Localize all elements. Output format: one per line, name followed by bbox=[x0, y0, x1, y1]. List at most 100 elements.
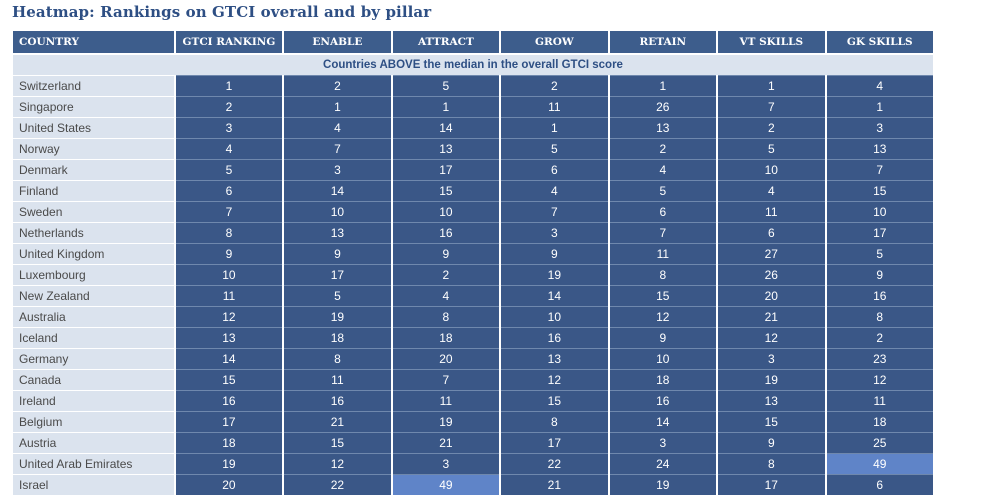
rank-cell: 18 bbox=[392, 327, 500, 348]
heatmap-table: COUNTRY GTCI RANKING ENABLE ATTRACT GROW… bbox=[11, 31, 935, 495]
rank-cell: 1 bbox=[175, 75, 283, 96]
rank-cell: 5 bbox=[392, 75, 500, 96]
rank-cell: 8 bbox=[826, 306, 933, 327]
rank-cell: 12 bbox=[284, 453, 391, 474]
country-cell: Israel bbox=[13, 474, 174, 495]
rank-cell: 8 bbox=[175, 222, 283, 243]
rank-cell: 14 bbox=[392, 117, 500, 138]
rank-cell: 49 bbox=[826, 453, 933, 474]
rank-cell: 11 bbox=[501, 96, 608, 117]
rank-cell: 6 bbox=[175, 180, 283, 201]
rank-cell: 13 bbox=[501, 348, 608, 369]
table-row: Norway 4 7 13 5 2 5 13 bbox=[13, 138, 933, 159]
rank-cell: 20 bbox=[175, 474, 283, 495]
country-cell: Singapore bbox=[13, 96, 174, 117]
rank-cell: 9 bbox=[392, 243, 500, 264]
rank-cell: 7 bbox=[501, 201, 608, 222]
rank-cell: 3 bbox=[609, 432, 717, 453]
rank-cell: 11 bbox=[826, 390, 933, 411]
rank-cell: 20 bbox=[392, 348, 500, 369]
chart-title: Heatmap: Rankings on GTCI overall and by… bbox=[12, 3, 432, 21]
rank-cell: 9 bbox=[826, 264, 933, 285]
rank-cell: 10 bbox=[826, 201, 933, 222]
rank-cell: 13 bbox=[609, 117, 717, 138]
rank-cell: 17 bbox=[284, 264, 391, 285]
rank-cell: 13 bbox=[175, 327, 283, 348]
rank-cell: 3 bbox=[175, 117, 283, 138]
country-cell: Finland bbox=[13, 180, 174, 201]
rank-cell: 4 bbox=[718, 180, 825, 201]
rank-cell: 18 bbox=[826, 411, 933, 432]
rank-cell: 17 bbox=[392, 159, 500, 180]
rank-cell: 11 bbox=[284, 369, 391, 390]
rank-cell: 17 bbox=[718, 474, 825, 495]
table-row: Belgium 17 21 19 8 14 15 18 bbox=[13, 411, 933, 432]
table-row: Australia 12 19 8 10 12 21 8 bbox=[13, 306, 933, 327]
rank-cell: 11 bbox=[392, 390, 500, 411]
table-row: Singapore 2 1 1 11 26 7 1 bbox=[13, 96, 933, 117]
rank-cell: 25 bbox=[826, 432, 933, 453]
heatmap-body: Countries ABOVE the median in the overal… bbox=[13, 55, 933, 495]
rank-cell: 22 bbox=[284, 474, 391, 495]
rank-cell: 15 bbox=[501, 390, 608, 411]
rank-cell: 10 bbox=[284, 201, 391, 222]
table-row: Netherlands 8 13 16 3 7 6 17 bbox=[13, 222, 933, 243]
rank-cell: 9 bbox=[609, 327, 717, 348]
rank-cell: 2 bbox=[284, 75, 391, 96]
rank-cell: 21 bbox=[392, 432, 500, 453]
table-row: United States 3 4 14 1 13 2 3 bbox=[13, 117, 933, 138]
rank-cell: 9 bbox=[501, 243, 608, 264]
band-row: Countries ABOVE the median in the overal… bbox=[13, 55, 933, 75]
rank-cell: 13 bbox=[826, 138, 933, 159]
rank-cell: 3 bbox=[826, 117, 933, 138]
rank-cell: 15 bbox=[718, 411, 825, 432]
rank-cell: 19 bbox=[284, 306, 391, 327]
rank-cell: 5 bbox=[718, 138, 825, 159]
header-row: COUNTRY GTCI RANKING ENABLE ATTRACT GROW… bbox=[13, 31, 933, 55]
rank-cell: 16 bbox=[284, 390, 391, 411]
rank-cell: 2 bbox=[392, 264, 500, 285]
table-row: United Arab Emirates 19 12 3 22 24 8 49 bbox=[13, 453, 933, 474]
rank-cell: 2 bbox=[718, 117, 825, 138]
rank-cell: 11 bbox=[609, 243, 717, 264]
rank-cell: 9 bbox=[284, 243, 391, 264]
country-cell: United Arab Emirates bbox=[13, 453, 174, 474]
rank-cell: 24 bbox=[609, 453, 717, 474]
rank-cell: 12 bbox=[718, 327, 825, 348]
rank-cell: 17 bbox=[175, 411, 283, 432]
rank-cell: 13 bbox=[392, 138, 500, 159]
rank-cell: 12 bbox=[501, 369, 608, 390]
country-cell: Ireland bbox=[13, 390, 174, 411]
rank-cell: 17 bbox=[501, 432, 608, 453]
country-cell: Sweden bbox=[13, 201, 174, 222]
country-cell: Austria bbox=[13, 432, 174, 453]
table-row: Switzerland 1 2 5 2 1 1 4 bbox=[13, 75, 933, 96]
rank-cell: 12 bbox=[175, 306, 283, 327]
column-header-gtci-ranking: GTCI RANKING bbox=[175, 31, 283, 55]
column-header-gk-skills: GK SKILLS bbox=[826, 31, 933, 55]
country-cell: Luxembourg bbox=[13, 264, 174, 285]
rank-cell: 3 bbox=[284, 159, 391, 180]
rank-cell: 11 bbox=[175, 285, 283, 306]
rank-cell: 6 bbox=[718, 222, 825, 243]
rank-cell: 13 bbox=[284, 222, 391, 243]
rank-cell: 14 bbox=[284, 180, 391, 201]
rank-cell: 7 bbox=[718, 96, 825, 117]
rank-cell: 14 bbox=[609, 411, 717, 432]
rank-cell: 22 bbox=[501, 453, 608, 474]
rank-cell: 16 bbox=[392, 222, 500, 243]
rank-cell: 20 bbox=[718, 285, 825, 306]
rank-cell: 12 bbox=[609, 306, 717, 327]
rank-cell: 8 bbox=[284, 348, 391, 369]
rank-cell: 14 bbox=[175, 348, 283, 369]
rank-cell: 15 bbox=[175, 369, 283, 390]
country-cell: Denmark bbox=[13, 159, 174, 180]
rank-cell: 4 bbox=[501, 180, 608, 201]
rank-cell: 19 bbox=[609, 474, 717, 495]
rank-cell: 21 bbox=[284, 411, 391, 432]
rank-cell: 10 bbox=[609, 348, 717, 369]
rank-cell: 8 bbox=[718, 453, 825, 474]
rank-cell: 9 bbox=[175, 243, 283, 264]
country-cell: Switzerland bbox=[13, 75, 174, 96]
column-header-enable: ENABLE bbox=[284, 31, 391, 55]
